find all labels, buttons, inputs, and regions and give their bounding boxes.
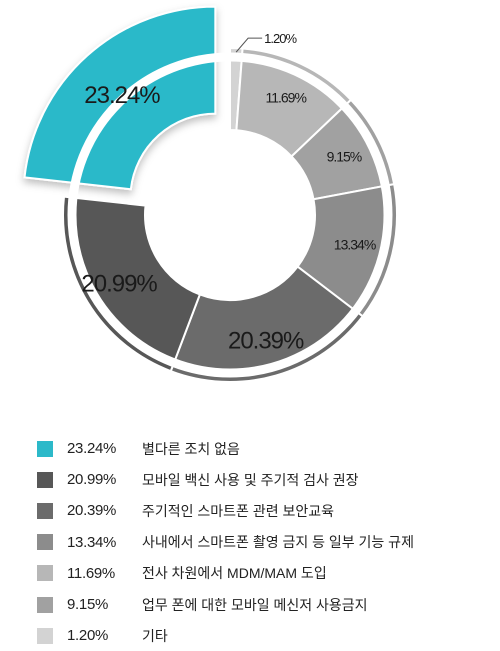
legend-label: 사내에서 스마트폰 촬영 금지 등 일부 기능 규제 [142, 534, 414, 551]
legend-item: 23.24% 별다른 조치 없음 [37, 433, 414, 464]
legend-value: 9.15% [67, 596, 109, 614]
slice-label-4: 13.34% [334, 237, 376, 253]
slice-label-6: 9.15% [327, 149, 362, 165]
slice-label-2: 20.99% [81, 270, 157, 297]
slice-2 [62, 195, 202, 373]
legend-swatch [37, 627, 53, 644]
legend-value: 20.39% [67, 502, 117, 520]
legend-swatch [37, 565, 53, 582]
slice-label-3: 20.39% [228, 328, 304, 355]
slice-label-7: 1.20% [264, 31, 297, 46]
legend-label: 기타 [142, 627, 168, 644]
separator-ring [67, 52, 393, 378]
legend-item: 20.99% 모바일 백신 사용 및 주기적 검사 권장 [37, 464, 414, 495]
legend-label: 별다른 조치 없음 [142, 440, 240, 457]
legend-swatch [37, 471, 53, 488]
legend-value: 23.24% [67, 440, 117, 458]
legend-value: 1.20% [67, 627, 109, 645]
legend-swatch [37, 596, 53, 613]
legend-value: 13.34% [67, 533, 117, 551]
legend-swatch [37, 440, 53, 457]
legend-item: 11.69% 전사 차원에서 MDM/MAM 도입 [37, 558, 414, 589]
legend-value: 11.69% [67, 564, 115, 582]
donut-hole [145, 130, 315, 300]
legend-label: 업무 폰에 대한 모바일 메신저 사용금지 [142, 596, 368, 613]
slice-label-1: 23.24% [84, 82, 160, 109]
legend-item: 20.39% 주기적인 스마트폰 관련 보안교육 [37, 495, 414, 526]
legend-swatch [37, 534, 53, 551]
legend-item: 9.15% 업무 폰에 대한 모바일 메신저 사용금지 [37, 589, 414, 620]
legend-value: 20.99% [67, 471, 117, 489]
callout-line-7 [235, 37, 263, 53]
legend-label: 모바일 백신 사용 및 주기적 검사 권장 [142, 471, 359, 488]
legend-item: 1.20% 기타 [37, 620, 414, 651]
donut-svg: 23.24% 20.99% 20.39% 13.34% 11.69% 9.15% 1.20% [23, 5, 398, 383]
slice-label-5: 11.69% [265, 90, 306, 106]
chart-legend: 23.24% 별다른 조치 없음 20.99% 모바일 백신 사용 및 주기적 검사 … [37, 433, 414, 651]
legend-item: 13.34% 사내에서 스마트폰 촬영 금지 등 일부 기능 규제 [37, 527, 414, 558]
legend-swatch [37, 502, 53, 519]
legend-label: 전사 차원에서 MDM/MAM 도입 [142, 565, 327, 582]
legend-label: 주기적인 스마트폰 관련 보안교육 [142, 502, 334, 519]
